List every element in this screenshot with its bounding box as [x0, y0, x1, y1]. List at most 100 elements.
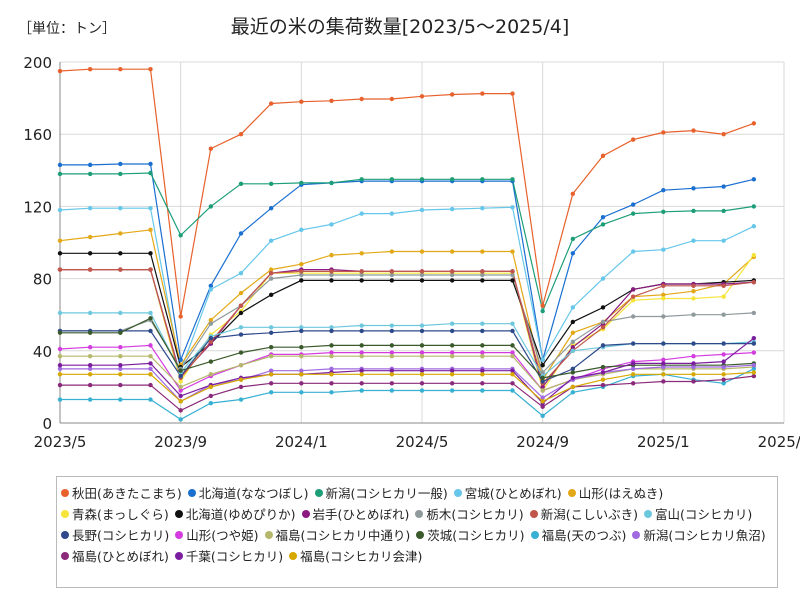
- data-point-s1: [600, 153, 606, 159]
- y-tick-label: 160: [23, 126, 52, 144]
- data-point-s18: [268, 381, 274, 386]
- data-point-s3: [299, 180, 304, 186]
- data-point-s12: [148, 328, 153, 334]
- data-point-s12: [721, 341, 726, 346]
- data-point-s9: [510, 272, 515, 278]
- data-point-s17: [148, 366, 153, 372]
- data-point-s1: [449, 92, 455, 97]
- data-point-s12: [329, 328, 334, 334]
- data-point-s10: [359, 269, 364, 274]
- data-point-s20: [329, 372, 334, 377]
- data-point-s6: [751, 252, 757, 258]
- data-point-s11: [329, 325, 334, 330]
- series-line-7: [60, 252, 754, 369]
- data-point-s10: [691, 283, 696, 289]
- legend-marker: [416, 530, 425, 539]
- x-tick-label: 2024/1: [275, 433, 328, 451]
- data-point-s20: [661, 372, 666, 377]
- data-point-s12: [691, 341, 696, 346]
- data-point-s9: [359, 272, 364, 278]
- data-point-s20: [419, 372, 425, 377]
- legend-label: 北海道(ななつぼし): [198, 486, 309, 501]
- data-point-s10: [148, 267, 153, 272]
- data-point-s1: [208, 146, 214, 151]
- y-tick-label: 120: [23, 198, 52, 216]
- data-point-s16: [389, 388, 395, 393]
- data-point-s19: [57, 363, 63, 368]
- data-point-s17: [118, 366, 123, 372]
- data-point-s1: [148, 67, 153, 72]
- data-point-s13: [419, 350, 425, 355]
- data-point-s13: [480, 350, 485, 355]
- data-point-s14: [238, 363, 244, 368]
- data-point-s20: [721, 372, 726, 377]
- data-point-s4: [691, 238, 696, 243]
- data-point-s10: [268, 270, 274, 276]
- data-point-s1: [178, 314, 183, 319]
- data-point-s9: [721, 312, 726, 317]
- data-point-s4: [208, 287, 214, 292]
- data-point-s18: [600, 382, 606, 388]
- data-point-s18: [510, 381, 515, 386]
- data-point-s3: [208, 204, 214, 209]
- data-point-s18: [721, 377, 726, 382]
- data-point-s3: [480, 177, 485, 182]
- data-point-s20: [600, 377, 606, 382]
- data-point-s5: [87, 234, 93, 240]
- data-point-s3: [148, 170, 153, 176]
- data-point-s3: [178, 233, 183, 238]
- data-point-s4: [118, 206, 123, 211]
- data-point-s12: [299, 328, 304, 334]
- data-point-s14: [148, 354, 153, 359]
- data-point-s17: [87, 366, 93, 372]
- data-point-s11: [480, 321, 485, 326]
- data-point-s5: [118, 231, 123, 236]
- data-point-s13: [118, 344, 123, 350]
- data-point-s20: [359, 372, 364, 377]
- data-point-s5: [419, 249, 425, 254]
- data-point-s15: [540, 375, 545, 381]
- data-point-s16: [449, 388, 455, 393]
- data-point-s18: [751, 373, 757, 379]
- data-point-s1: [268, 101, 274, 106]
- data-point-s12: [359, 328, 364, 334]
- data-point-s7: [540, 363, 545, 368]
- data-point-s2: [570, 251, 576, 256]
- data-point-s14: [510, 354, 515, 359]
- data-point-s14: [57, 354, 63, 359]
- data-point-s3: [87, 171, 93, 177]
- data-point-s15: [570, 370, 576, 375]
- data-point-s1: [87, 67, 93, 72]
- data-point-s4: [329, 222, 334, 227]
- data-point-s19: [480, 368, 485, 373]
- data-point-s9: [389, 272, 395, 278]
- data-point-s4: [148, 206, 153, 211]
- legend-label: 秋田(あきたこまち): [72, 486, 182, 501]
- data-point-s3: [721, 208, 726, 214]
- data-point-s14: [449, 354, 455, 359]
- data-point-s17: [268, 368, 274, 373]
- data-point-s20: [630, 372, 636, 377]
- data-point-s9: [751, 310, 757, 316]
- data-point-s7: [449, 278, 455, 283]
- legend-label: 山形(つや姫): [186, 528, 259, 543]
- data-point-s16: [480, 388, 485, 393]
- data-point-s6: [178, 379, 183, 384]
- data-point-s13: [148, 343, 153, 348]
- data-point-s13: [691, 354, 696, 359]
- legend-item: 北海道(ゆめぴりか): [174, 503, 296, 524]
- data-point-s9: [419, 272, 425, 278]
- x-tick-label: 2023/5: [34, 433, 87, 451]
- series-line-12: [60, 330, 754, 383]
- data-point-s4: [570, 305, 576, 310]
- data-point-s10: [661, 283, 666, 289]
- data-point-s9: [540, 370, 545, 375]
- data-point-s9: [600, 319, 606, 325]
- legend-label: 新潟(こしいぶき): [540, 507, 638, 522]
- data-point-s17: [691, 364, 696, 370]
- data-point-s1: [57, 68, 63, 74]
- data-point-s16: [57, 397, 63, 402]
- legend: 秋田(あきたこまち) 北海道(ななつぼし) 新潟(コシヒカリ一般) 宮城(ひとめぼれ)…: [56, 476, 778, 588]
- data-point-s16: [540, 413, 545, 418]
- data-point-s16: [419, 388, 425, 393]
